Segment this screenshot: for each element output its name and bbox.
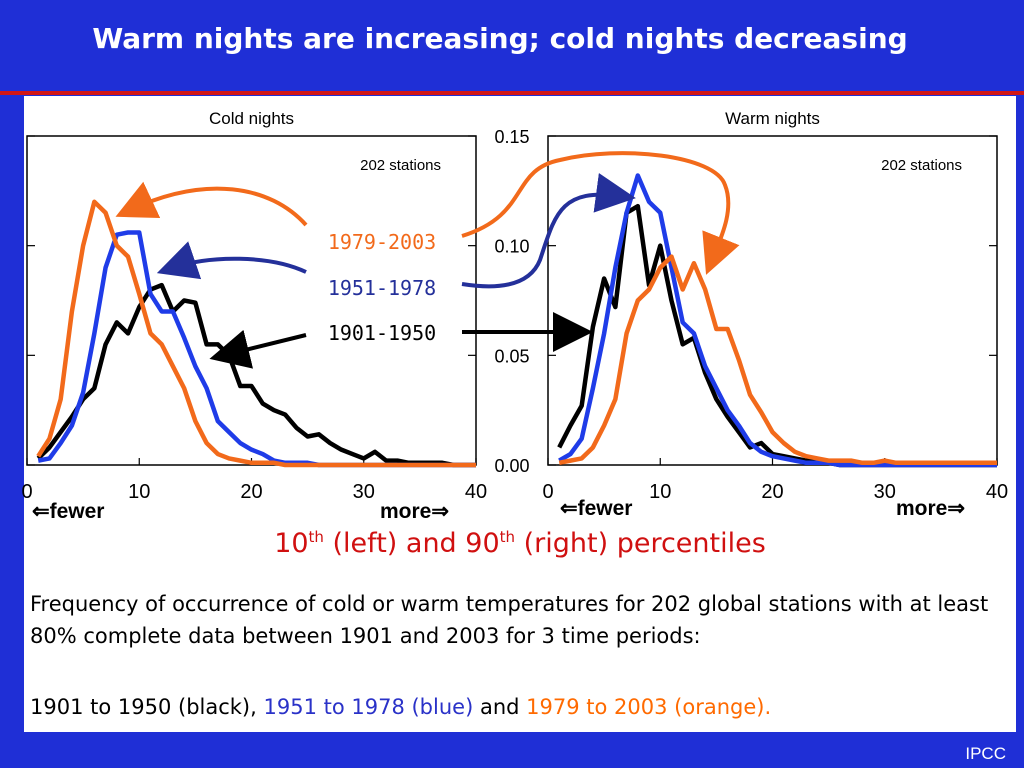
arrow-1901-left <box>209 329 307 369</box>
legend-label-bg <box>304 225 456 257</box>
x-tick-label: 40 <box>465 481 487 503</box>
legend-label-1979-2003: 1979-2003 <box>328 230 436 254</box>
x-tick-label: 30 <box>353 481 375 503</box>
content-panel <box>24 96 1016 732</box>
y-tick-label: 0.10 <box>494 237 529 257</box>
arrow-1979-left <box>115 181 308 227</box>
subtitle-mid: (left) and 90 <box>323 528 500 559</box>
slide-title: Warm nights are increasing; cold nights … <box>92 22 908 55</box>
y-tick-label: 0.05 <box>494 346 529 366</box>
credit-label: IPCC <box>965 744 1006 763</box>
more-left-label: more⇒ <box>380 500 449 523</box>
more-right-label: more⇒ <box>896 497 965 520</box>
subtitle-end: (right) percentiles <box>515 528 766 559</box>
x-tick-label: 20 <box>240 481 262 503</box>
x-tick-label: 0 <box>21 481 32 503</box>
legend-label-bg <box>304 271 456 303</box>
title-divider <box>0 91 1024 95</box>
caption-orange: 1979 to 2003 (orange). <box>526 695 772 719</box>
series-line-1901-1950 <box>36 282 476 468</box>
x-tick-label: 0 <box>542 481 553 503</box>
y-tick-label: 0.15 <box>494 127 529 147</box>
x-tick-label: 10 <box>128 481 150 503</box>
caption-and: and <box>479 695 520 719</box>
subtitle-left-sup: th <box>308 528 324 546</box>
y-tick-label: 0.00 <box>494 456 529 476</box>
x-tick-label: 10 <box>649 481 671 503</box>
stations-annotation: 202 stations <box>881 157 962 174</box>
legend-label-1901-1950: 1901-1950 <box>328 321 436 345</box>
series-line-1951-1978 <box>558 173 997 468</box>
fewer-left-label: ⇐fewer <box>32 500 104 523</box>
subtitle-left-num: 10 <box>274 528 309 559</box>
percentile-subtitle: 10th (left) and 90th (right) percentiles <box>24 528 1016 559</box>
series-line-1979-2003 <box>36 199 476 468</box>
panel-title: Warm nights <box>725 109 820 128</box>
caption-text: Frequency of occurrence of cold or warm … <box>30 592 989 648</box>
arrow-1951-left <box>156 241 307 280</box>
series-line-1979-2003 <box>558 254 997 466</box>
subtitle-right-sup: th <box>499 528 516 546</box>
arrow-1951-right <box>461 173 636 289</box>
stations-annotation: 202 stations <box>360 157 441 174</box>
panel-title: Cold nights <box>209 109 294 128</box>
x-tick-label: 30 <box>874 481 896 503</box>
legend-label-bg <box>304 316 456 348</box>
x-tick-label: 20 <box>761 481 783 503</box>
fewer-right-label: ⇐fewer <box>560 497 632 520</box>
caption-blue: 1951 to 1978 (blue) <box>263 695 474 719</box>
arrow-1979-right <box>461 151 740 275</box>
x-tick-label: 40 <box>986 481 1008 503</box>
legend-label-1951-1978: 1951-1978 <box>328 276 436 300</box>
caption-legend-line: 1901 to 1950 (black), 1951 to 1978 (blue… <box>30 695 1010 719</box>
caption-black: 1901 to 1950 (black), <box>30 695 257 719</box>
